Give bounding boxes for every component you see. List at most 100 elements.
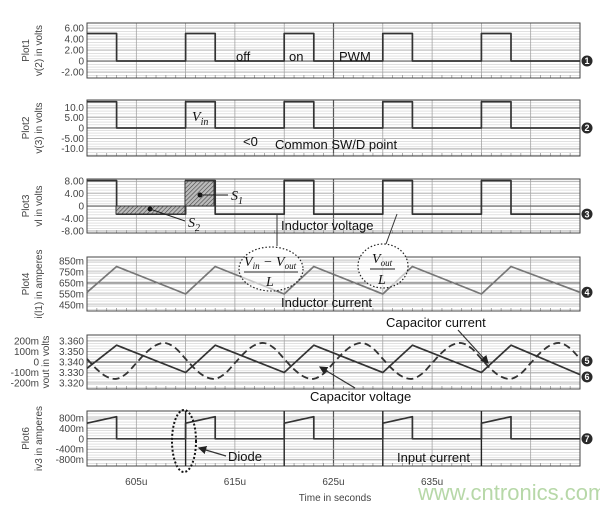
annotation-capacitor-voltage: Capacitor voltage: [310, 389, 411, 404]
series-trace-1: [86, 344, 581, 376]
y-tick-label: -4.00: [61, 214, 84, 225]
diode-ellipse: [171, 409, 197, 473]
y-axis-label: v(3) in volts: [34, 102, 45, 153]
x-tick-label: 625u: [322, 477, 344, 488]
annotation-common-sw-d-point: Common SW/D point: [275, 137, 397, 152]
plot-label: Plot3: [21, 194, 32, 217]
y-tick-label: 800m: [59, 414, 84, 425]
series-trace-1: [87, 100, 580, 129]
trace-number-marker: [581, 208, 593, 220]
plot-frame: [86, 178, 581, 234]
annotation-diode: Diode: [228, 449, 262, 464]
capacitor-voltage-arrow: [318, 366, 356, 389]
y-tick-label: -200m: [11, 379, 39, 390]
plot-frame: [86, 256, 581, 312]
series-trace-1: [86, 415, 580, 440]
y-tick-label: -2.00: [61, 67, 84, 78]
series-trace-1: [86, 265, 581, 295]
y-tick-label: 0: [78, 124, 84, 135]
y-tick-label: 5.00: [65, 113, 85, 124]
trace-number-marker: [581, 122, 593, 134]
plot-label: Plot2: [21, 116, 32, 139]
y-tick-label: 8.00: [65, 177, 85, 188]
annotation-inductor-voltage: Inductor voltage: [281, 218, 374, 233]
y-tick-label: 750m: [59, 267, 84, 278]
diode-arrow: [197, 446, 227, 457]
panel-1: 6.004.002.000-2.00 Plot1 v(2) in volts 1: [21, 22, 593, 79]
trace-number-label: 7: [584, 434, 589, 444]
annotation-fall-slope-numerator: Vout: [372, 252, 393, 268]
y-axis-label: i(l1) in amperes: [34, 250, 45, 319]
y-tick-label: 400m: [59, 424, 84, 435]
annotations: off on PWM Vin <0 Common SW/D point S1 S…: [115, 49, 489, 473]
y-tick-label-right: 3.330: [59, 368, 84, 379]
trace-number-label: 5: [584, 356, 589, 366]
y-axis-label: v(2) in volts: [34, 25, 45, 76]
annotation-off: off: [236, 49, 251, 64]
annotation-rise-slope-numerator: Vin − Vout: [244, 255, 297, 271]
y-tick-label: 550m: [59, 289, 84, 300]
series-trace-1: [87, 179, 580, 215]
panel-2: 10.05.000-5.00-10.0 Plot2 v(3) in volts 2: [21, 99, 593, 157]
annotation-inductor-current: Inductor current: [281, 295, 372, 310]
plot-frame: [86, 334, 581, 390]
y-tick-label-right: 3.320: [59, 379, 84, 390]
plot-frame: [86, 22, 581, 79]
rise-slope-ellipse: [238, 246, 304, 292]
y-tick-label: 6.00: [65, 23, 85, 34]
trace-number-marker: [581, 55, 593, 67]
y-tick-label: -400m: [56, 445, 84, 456]
x-tick-label: 615u: [224, 477, 246, 488]
annotation-capacitor-current: Capacitor current: [386, 315, 486, 330]
trace-number-label: 4: [584, 288, 589, 298]
y-tick-label: -5.00: [61, 134, 84, 145]
trace-number-marker: [581, 355, 593, 367]
y-axis-label: vl in volts: [34, 185, 45, 226]
y-axis-label: vout in volts: [41, 336, 52, 389]
y-tick-label: 0: [78, 202, 84, 213]
annotation-fall-slope-denominator: L: [377, 273, 386, 288]
annotation-s1: S1: [231, 189, 243, 207]
x-axis-label: Time in seconds: [299, 493, 371, 504]
y-tick-label: 850m: [59, 256, 84, 267]
annotation-s2: S2: [188, 216, 200, 234]
y-tick-label: -100m: [11, 368, 39, 379]
trace-number-label: 6: [584, 372, 589, 382]
capacitor-current-arrow: [457, 329, 489, 364]
trace-number-label: 1: [584, 56, 589, 66]
y-tick-label: 0: [78, 434, 84, 445]
y-tick-label: -8.00: [61, 226, 84, 237]
watermark: www.cntronics.com: [417, 480, 600, 505]
trace-number-marker: [581, 371, 593, 383]
y-tick-label: 200m: [14, 336, 39, 347]
y-tick-label-right: 3.350: [59, 347, 84, 358]
y-tick-label-right: 3.360: [59, 336, 84, 347]
panel-3: 8.004.00 0-4.00-8.00 Plot3 vl in volts 3: [21, 177, 593, 237]
y-tick-label: 650m: [59, 278, 84, 289]
y-axis-label: iv3 in amperes: [34, 406, 45, 471]
annotation-input-current: Input current: [397, 450, 470, 465]
x-tick-label: 635u: [421, 477, 443, 488]
y-tick-label: 0: [78, 56, 84, 67]
y-tick-label: 0: [33, 358, 39, 369]
fall-slope-ellipse: [357, 243, 409, 289]
annotation-rise-slope-denominator: L: [265, 275, 274, 290]
y-tick-label: -10.0: [61, 144, 84, 155]
y-tick-label: 4.00: [65, 189, 85, 200]
y-tick-label: 10.0: [65, 103, 85, 114]
x-tick-label: 605u: [125, 477, 147, 488]
annotation-vin: Vin: [192, 110, 208, 128]
trace-number-label: 3: [584, 209, 589, 219]
y-tick-label: 4.00: [65, 34, 85, 45]
y-tick-label: 2.00: [65, 45, 85, 56]
series-trace-1: [87, 32, 580, 62]
y-tick-label: -800m: [56, 455, 84, 466]
plot-label: Plot4: [21, 272, 32, 295]
plot-label: Plot6: [21, 427, 32, 450]
y-tick-label: 450m: [59, 300, 84, 311]
